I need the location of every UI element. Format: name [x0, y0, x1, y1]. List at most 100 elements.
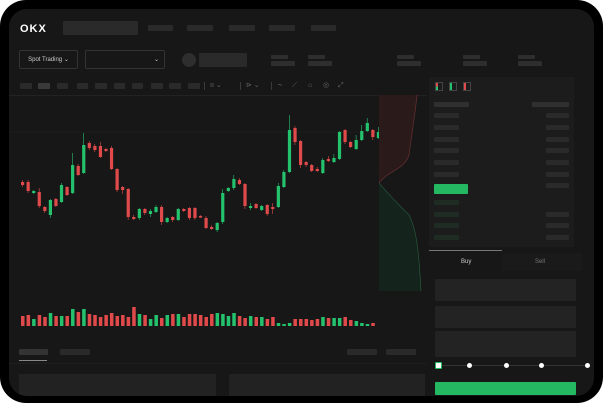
volume-bar [226, 316, 231, 326]
volume-bar [237, 316, 242, 326]
nav-item[interactable] [311, 25, 336, 31]
candle [243, 184, 247, 206]
timeframe-button[interactable] [188, 83, 200, 89]
candle [71, 165, 75, 193]
slider-step[interactable] [585, 363, 590, 368]
volume-bar [287, 323, 292, 326]
pair-dropdown[interactable]: ⌄ [85, 50, 165, 69]
toolbar-separator [240, 82, 241, 90]
market-type-dropdown[interactable]: Spot Trading ⌄ [19, 50, 78, 69]
candle [93, 146, 97, 150]
bid-price [434, 235, 459, 240]
bid-price [434, 200, 459, 205]
volume-bar [115, 316, 120, 326]
slider-handle[interactable] [435, 362, 442, 369]
nav-item[interactable] [229, 25, 255, 31]
timeframe-button[interactable] [57, 83, 68, 89]
timeframe-button[interactable] [95, 83, 107, 89]
price-input[interactable] [435, 279, 576, 301]
timeframe-button[interactable] [114, 83, 125, 89]
timeframe-button[interactable] [20, 83, 32, 89]
timeframe-button[interactable] [151, 83, 163, 89]
volume-bar [187, 314, 192, 326]
candle [282, 172, 286, 187]
amount-input[interactable] [435, 306, 576, 328]
candle [176, 209, 180, 220]
stat-value [397, 61, 421, 66]
volume-bar [282, 324, 286, 326]
volume-bar [132, 307, 136, 326]
volume-bar [221, 314, 225, 326]
ask-amount [546, 125, 569, 130]
pair-price-placeholder [199, 53, 247, 67]
indicator-icon[interactable]: ıı ⌄ [210, 82, 222, 89]
timeframe-button[interactable] [132, 83, 143, 89]
candle [37, 192, 41, 206]
tab-open-orders[interactable] [19, 349, 48, 355]
stat-label [308, 55, 325, 59]
tab-buy[interactable]: Buy [461, 259, 472, 265]
volume-bar [354, 321, 359, 326]
volume-bar [160, 318, 164, 326]
depth-asks-line [379, 95, 418, 184]
candle [321, 160, 325, 173]
candle [226, 188, 230, 191]
both-sides-icon[interactable] [435, 82, 443, 91]
tab-sell-bg [502, 253, 582, 271]
ask-price [434, 160, 459, 165]
bids-only-icon[interactable] [449, 82, 457, 91]
tab-order-history[interactable] [60, 349, 90, 355]
candle [143, 209, 147, 213]
volume-bar [310, 320, 314, 326]
stat-label [271, 55, 288, 59]
asks-only-icon[interactable] [463, 82, 471, 91]
volume-bar [171, 314, 175, 326]
slider-step[interactable] [539, 363, 544, 368]
chevron-down-icon: ⌄ [63, 57, 69, 63]
volume-bar [271, 317, 275, 326]
eye-icon[interactable]: ◎ [323, 82, 330, 89]
wave-icon[interactable]: ∼ [277, 82, 283, 89]
slider-step[interactable] [504, 363, 509, 368]
filter-button[interactable] [347, 349, 377, 355]
slider-step[interactable] [467, 363, 472, 368]
chevron-down-icon: ⌄ [153, 57, 159, 63]
nav-item[interactable] [148, 25, 173, 31]
chart-divider [9, 95, 427, 96]
candle [315, 169, 319, 171]
timeframe-button[interactable] [169, 83, 181, 89]
filter-button[interactable] [386, 349, 416, 355]
ask-amount [546, 183, 569, 188]
volume-bar [26, 315, 31, 326]
lock-icon[interactable]: ⌂ [308, 82, 313, 89]
fullscreen-icon[interactable]: ⤢ [338, 82, 344, 89]
candle [287, 130, 292, 172]
total-input[interactable] [435, 331, 576, 357]
ask-amount [546, 113, 569, 118]
search-placeholder[interactable] [63, 21, 138, 35]
candle [221, 193, 225, 222]
volume-bar [332, 318, 336, 326]
buy-button[interactable] [435, 382, 576, 395]
coin-icon [182, 53, 196, 67]
nav-item[interactable] [187, 25, 213, 31]
volume-bar [254, 317, 259, 326]
nav-item[interactable] [269, 25, 295, 31]
price-chart[interactable] [9, 9, 429, 339]
line-tool-icon[interactable]: ⊳ ⌄ [246, 82, 260, 89]
toolbar-separator [271, 82, 272, 90]
bid-amount [546, 223, 569, 228]
timeframe-button[interactable] [38, 83, 50, 89]
ruler-icon[interactable]: ⟋ [292, 82, 297, 89]
ask-amount [546, 148, 569, 153]
volume-bar [54, 316, 58, 326]
volume-bar [349, 320, 353, 326]
candle [87, 143, 91, 148]
tab-sell[interactable]: Sell [535, 259, 546, 265]
candle [232, 179, 236, 188]
percent-slider-track[interactable] [439, 365, 589, 366]
candle [193, 208, 197, 218]
timeframe-button[interactable] [77, 83, 88, 89]
candle [109, 148, 114, 169]
